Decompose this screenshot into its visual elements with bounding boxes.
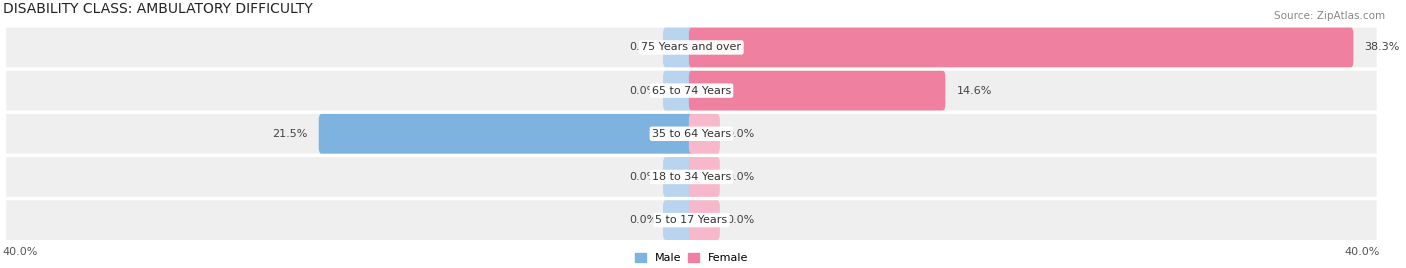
FancyBboxPatch shape — [689, 28, 1354, 67]
Text: 0.0%: 0.0% — [725, 215, 754, 225]
FancyBboxPatch shape — [664, 200, 695, 240]
Text: 0.0%: 0.0% — [628, 85, 657, 96]
FancyBboxPatch shape — [664, 157, 695, 197]
Text: 0.0%: 0.0% — [725, 172, 754, 182]
Text: 0.0%: 0.0% — [628, 172, 657, 182]
Text: 14.6%: 14.6% — [956, 85, 993, 96]
FancyBboxPatch shape — [689, 71, 945, 110]
FancyBboxPatch shape — [689, 157, 720, 197]
Text: 65 to 74 Years: 65 to 74 Years — [652, 85, 731, 96]
FancyBboxPatch shape — [6, 157, 1376, 197]
Text: 38.3%: 38.3% — [1365, 42, 1400, 53]
FancyBboxPatch shape — [6, 114, 1376, 154]
Text: Source: ZipAtlas.com: Source: ZipAtlas.com — [1274, 11, 1385, 21]
FancyBboxPatch shape — [6, 28, 1376, 67]
FancyBboxPatch shape — [6, 71, 1376, 110]
FancyBboxPatch shape — [664, 28, 695, 67]
Text: 18 to 34 Years: 18 to 34 Years — [652, 172, 731, 182]
FancyBboxPatch shape — [664, 71, 695, 110]
Legend: Male, Female: Male, Female — [630, 248, 752, 267]
FancyBboxPatch shape — [6, 200, 1376, 240]
Text: 40.0%: 40.0% — [1344, 247, 1381, 257]
Text: 35 to 64 Years: 35 to 64 Years — [652, 129, 731, 139]
Text: 0.0%: 0.0% — [725, 129, 754, 139]
FancyBboxPatch shape — [689, 114, 720, 154]
FancyBboxPatch shape — [319, 114, 695, 154]
Text: DISABILITY CLASS: AMBULATORY DIFFICULTY: DISABILITY CLASS: AMBULATORY DIFFICULTY — [3, 2, 312, 16]
FancyBboxPatch shape — [689, 200, 720, 240]
Text: 75 Years and over: 75 Years and over — [641, 42, 741, 53]
Text: 21.5%: 21.5% — [273, 129, 308, 139]
Text: 0.0%: 0.0% — [628, 42, 657, 53]
Text: 0.0%: 0.0% — [628, 215, 657, 225]
Text: 5 to 17 Years: 5 to 17 Years — [655, 215, 727, 225]
Text: 40.0%: 40.0% — [3, 247, 38, 257]
